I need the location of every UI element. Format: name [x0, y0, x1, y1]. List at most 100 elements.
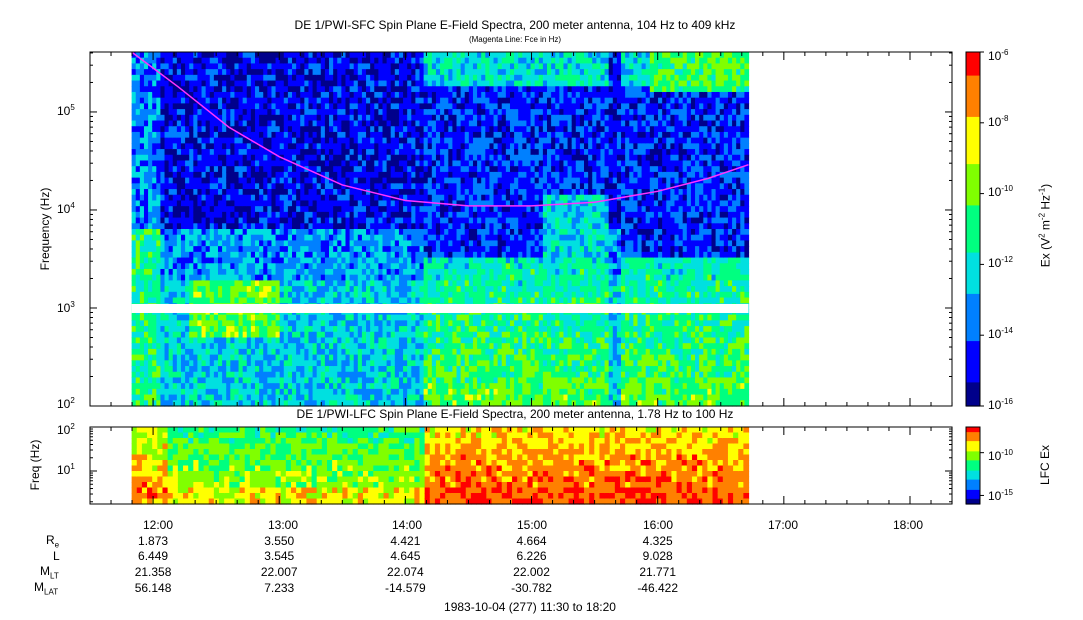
- spectrogram-cell: [131, 160, 137, 167]
- spectrogram-cell: [419, 109, 425, 116]
- spectrogram-cell: [189, 97, 194, 104]
- spectrogram-cell: [341, 314, 347, 321]
- spectrogram-cell: [156, 354, 162, 361]
- spectrogram-cell: [411, 154, 416, 162]
- spectrogram-cell: [176, 69, 182, 76]
- spectrogram-cell: [164, 194, 170, 202]
- spectrogram-cell: [172, 263, 178, 270]
- spectrogram-cell: [226, 331, 231, 339]
- spectrogram-cell: [263, 194, 268, 202]
- spectrogram-cell: [209, 131, 215, 139]
- spectrogram-cell: [193, 137, 199, 144]
- spectrogram-cell: [345, 80, 351, 87]
- spectrogram-cell: [386, 63, 392, 70]
- spectrogram-cell: [345, 383, 351, 390]
- spectrogram-cell: [378, 120, 384, 127]
- spectrogram-cell: [423, 114, 429, 122]
- spectrogram-cell: [403, 57, 408, 65]
- spectrogram-cell: [308, 268, 314, 276]
- spectrogram-cell: [131, 229, 137, 236]
- spectrogram-cell: [205, 137, 211, 144]
- spectrogram-cell: [300, 126, 305, 133]
- spectrogram-cell: [452, 74, 458, 82]
- spectrogram-cell: [201, 109, 207, 116]
- spectrogram-cell: [304, 274, 310, 281]
- spectrogram-cell: [386, 263, 392, 270]
- spectrogram-cell: [415, 388, 421, 396]
- spectrogram-cell: [242, 206, 248, 213]
- spectrogram-cell: [398, 120, 404, 127]
- spectrogram-cell: [452, 251, 458, 259]
- spectrogram-cell: [411, 131, 416, 139]
- spectrogram-cell: [403, 286, 408, 293]
- spectrogram-cell: [440, 257, 445, 264]
- spectrogram-cell: [296, 320, 301, 327]
- spectrogram-cell: [337, 354, 342, 361]
- spectrogram-cell: [448, 80, 454, 87]
- spectrogram-cell: [452, 320, 458, 327]
- spectrogram-cell: [456, 217, 462, 224]
- spectrogram-cell: [234, 251, 240, 259]
- spectrogram-cell: [378, 297, 384, 304]
- spectrogram-cell: [205, 91, 211, 99]
- spectrogram-cell: [312, 348, 318, 356]
- spectrogram-cell: [152, 366, 157, 373]
- spectrogram-cell: [156, 86, 162, 93]
- spectrogram-cell: [152, 394, 157, 401]
- spectrogram-cell: [419, 354, 425, 361]
- spectrogram-cell: [316, 126, 322, 133]
- spectrogram-cell: [361, 234, 367, 242]
- spectrogram-cell: [271, 223, 277, 230]
- spectrogram-cell: [259, 57, 264, 65]
- spectrogram-cell: [361, 86, 367, 93]
- spectrogram-cell: [234, 160, 240, 167]
- spectrogram-cell: [431, 166, 437, 173]
- spectrogram-cell: [304, 223, 310, 230]
- spectrogram-cell: [411, 348, 416, 356]
- spectrogram-cell: [337, 154, 342, 162]
- spectrogram-cell: [419, 274, 425, 281]
- spectrogram-cell: [320, 377, 326, 384]
- spectrogram-cell: [242, 131, 248, 139]
- spectrogram-cell: [246, 268, 252, 276]
- spectrogram-cell: [353, 251, 359, 259]
- spectrogram-cell: [139, 80, 145, 87]
- spectrogram-cell: [415, 354, 421, 361]
- spectrogram-cell: [374, 200, 379, 207]
- spectrogram-cell: [213, 314, 219, 321]
- spectrogram-cell: [394, 120, 400, 127]
- spectrogram-cell: [361, 103, 367, 110]
- spectrogram-cell: [222, 268, 227, 276]
- spectrogram-cell: [176, 240, 182, 247]
- spectrogram-cell: [378, 331, 384, 339]
- spectrogram-cell: [135, 274, 141, 281]
- spectrogram-cell: [349, 280, 355, 287]
- spectrogram-cell: [172, 326, 178, 333]
- spectrogram-cell: [378, 251, 384, 259]
- spectrogram-cell: [394, 234, 400, 242]
- spectrogram-cell: [440, 86, 445, 93]
- spectrogram-cell: [366, 268, 371, 276]
- spectrogram-cell: [259, 171, 264, 179]
- spectrogram-cell: [296, 194, 301, 202]
- spectrogram-cell: [440, 280, 445, 287]
- spectrogram-cell: [357, 137, 363, 144]
- spectrogram-cell: [205, 160, 211, 167]
- spectrogram-cell: [292, 74, 297, 82]
- spectrogram-cell: [382, 331, 388, 339]
- spectrogram-cell: [415, 223, 421, 230]
- spectrogram-cell: [263, 120, 268, 127]
- spectrogram-cell: [287, 246, 293, 253]
- spectrogram-cell: [329, 137, 334, 144]
- spectrogram-cell: [320, 246, 326, 253]
- spectrogram-cell: [403, 109, 408, 116]
- spectrogram-cell: [222, 257, 227, 264]
- spectrogram-cell: [156, 103, 162, 110]
- spectrogram-cell: [329, 211, 334, 219]
- spectrogram-cell: [185, 217, 190, 224]
- spectrogram-cell: [143, 360, 149, 367]
- spectrogram-cell: [185, 97, 190, 104]
- spectrogram-cell: [456, 114, 462, 122]
- spectrogram-cell: [386, 74, 392, 82]
- spectrogram-cell: [292, 211, 297, 219]
